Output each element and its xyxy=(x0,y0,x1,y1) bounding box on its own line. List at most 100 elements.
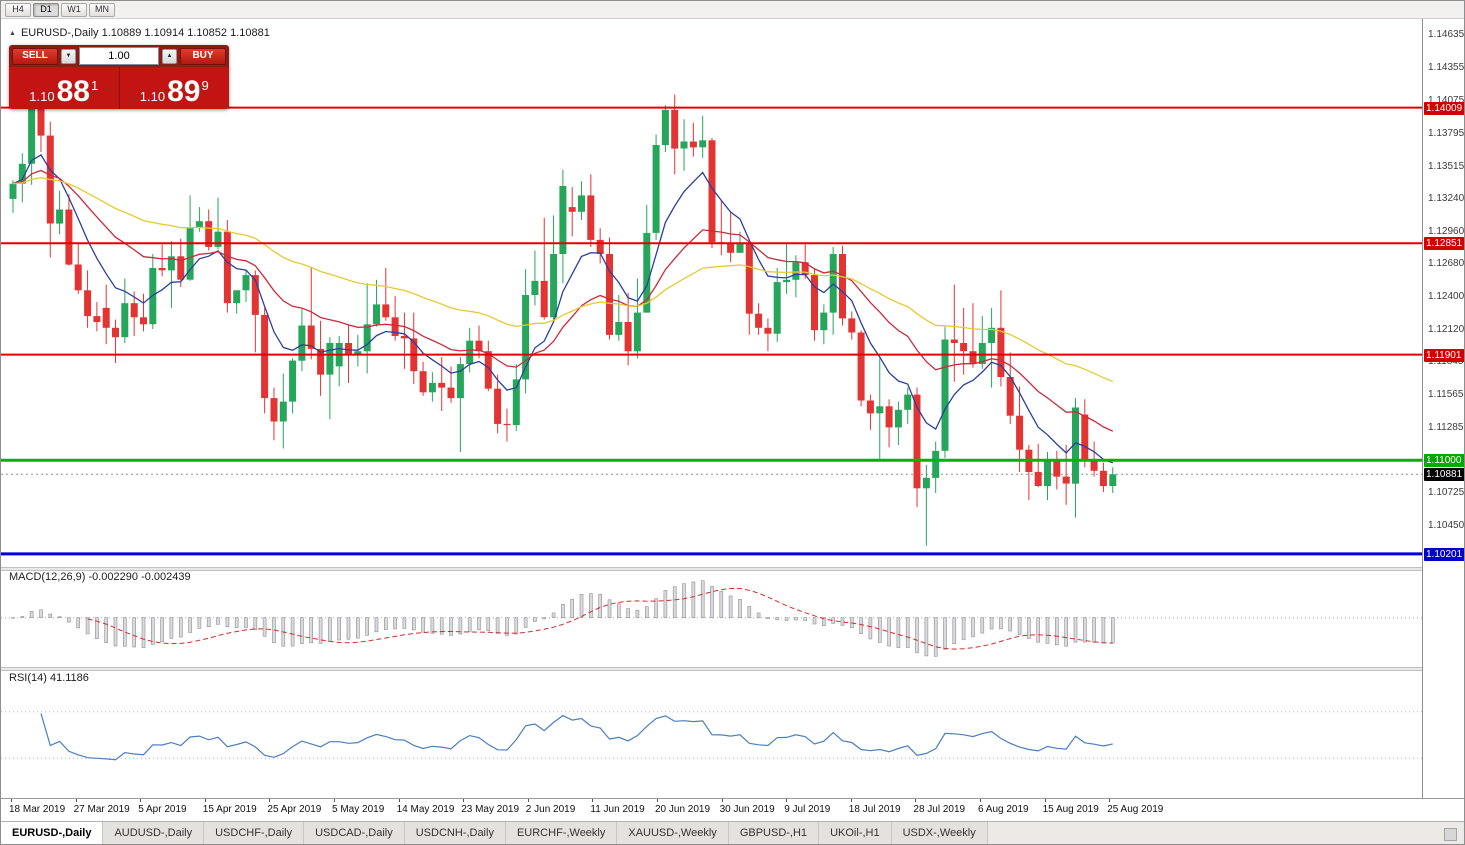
time-tick xyxy=(786,799,788,802)
price-scale-label: 1.13795 xyxy=(1428,127,1465,139)
ask-point: 9 xyxy=(201,78,209,93)
symbol-ohlc-text: EURUSD-,Daily 1.10889 1.10914 1.10852 1.… xyxy=(20,27,270,39)
time-tick xyxy=(1109,799,1111,802)
timeframe-button-w1[interactable]: W1 xyxy=(61,2,87,17)
level-price-label: 1.11000 xyxy=(1424,454,1464,468)
rsi-header: RSI(14) 41.1186 xyxy=(9,672,89,684)
date-label: 20 Jun 2019 xyxy=(655,804,711,815)
timeframe-button-d1[interactable]: D1 xyxy=(33,2,59,17)
volume-decrease-button[interactable]: ▼ xyxy=(61,48,76,64)
date-label: 23 May 2019 xyxy=(461,804,520,815)
price-scale-label: 1.12400 xyxy=(1428,291,1465,303)
price-scale-label: 1.11285 xyxy=(1428,421,1464,433)
time-tick xyxy=(11,799,12,802)
macd-header: MACD(12,26,9) -0.002290 -0.002439 xyxy=(9,571,191,583)
panel-divider[interactable] xyxy=(1,667,1464,671)
date-label: 28 Jul 2019 xyxy=(913,804,966,815)
time-tick xyxy=(980,799,981,802)
date-label: 25 Aug 2019 xyxy=(1107,804,1164,815)
panel-divider[interactable] xyxy=(1,567,1464,571)
price-scale-label: 1.12120 xyxy=(1428,324,1465,335)
price-scale-label: 1.11565 xyxy=(1428,389,1464,400)
time-tick xyxy=(915,799,917,802)
time-tick xyxy=(204,799,206,802)
price-scale-label: 1.10450 xyxy=(1428,519,1465,531)
volume-increase-button[interactable]: ▲ xyxy=(162,48,177,64)
date-label: 11 Jun 2019 xyxy=(590,804,645,815)
date-label: 30 Jun 2019 xyxy=(719,804,775,815)
level-price-label: 1.14009 xyxy=(1424,101,1464,115)
macd-canvas[interactable] xyxy=(1,571,1422,668)
price-scale-label: 1.12960 xyxy=(1428,225,1465,237)
bid-price[interactable]: 1.10 88 1 xyxy=(9,67,119,109)
tab-ukoil-h1[interactable]: UKOil-,H1 xyxy=(819,822,892,844)
bid-ask-display: 1.10 88 1 1.10 89 9 xyxy=(9,67,229,109)
timeframe-toolbar: H4 D1 W1 MN xyxy=(1,1,1464,19)
time-tick xyxy=(75,799,77,802)
time-tick xyxy=(657,799,658,802)
buy-button[interactable]: BUY xyxy=(180,47,226,65)
date-label: 6 Aug 2019 xyxy=(978,804,1029,815)
volume-input[interactable] xyxy=(79,47,159,65)
time-tick xyxy=(850,799,852,802)
time-tick xyxy=(334,799,335,802)
tab-usdcnh-daily[interactable]: USDCNH-,Daily xyxy=(404,822,506,844)
ask-pips: 89 xyxy=(167,75,201,108)
date-label: 14 May 2019 xyxy=(396,804,455,815)
level-price-label: 1.10201 xyxy=(1424,547,1464,561)
sell-button[interactable]: SELL xyxy=(12,47,58,65)
chart-tabs: EURUSD-,Daily AUDUSD-,Daily USDCHF-,Daily U… xyxy=(1,821,1464,844)
tab-gbpusd-h1[interactable]: GBPUSD-,H1 xyxy=(728,822,820,844)
price-scale-label: 1.10725 xyxy=(1428,487,1465,499)
timeframe-button-h4[interactable]: H4 xyxy=(5,2,31,17)
time-tick xyxy=(463,799,465,802)
chart-symbol-ohlc: ▲ EURUSD-,Daily 1.10889 1.10914 1.10852 … xyxy=(9,27,270,39)
tab-usdchf-daily[interactable]: USDCHF-,Daily xyxy=(204,822,305,844)
collapse-marker-icon: ▲ xyxy=(9,29,16,37)
date-label: 2 Jun 2019 xyxy=(525,804,576,815)
price-chart-canvas[interactable] xyxy=(1,19,1422,568)
tab-eurusd-daily[interactable]: EURUSD-,Daily xyxy=(1,822,104,844)
tab-scroll-button[interactable] xyxy=(1444,828,1457,841)
price-scale-label: 1.12680 xyxy=(1428,258,1465,270)
date-label: 18 Mar 2019 xyxy=(9,804,66,815)
time-tick xyxy=(269,799,271,802)
level-price-label: 1.12851 xyxy=(1424,237,1464,251)
rsi-canvas[interactable] xyxy=(1,671,1422,798)
trade-controls-row: SELL ▼ ▲ BUY xyxy=(9,45,229,67)
price-scale-label: 1.13515 xyxy=(1428,160,1465,172)
time-tick xyxy=(527,799,529,802)
ask-big-figure: 1.10 xyxy=(139,89,166,104)
tab-eurchf-weekly[interactable]: EURCHF-,Weekly xyxy=(505,822,618,844)
date-label: 9 Jul 2019 xyxy=(784,804,831,815)
time-tick xyxy=(140,799,142,802)
tab-xauusd-weekly[interactable]: XAUUSD-,Weekly xyxy=(617,822,729,844)
time-axis[interactable]: 18 Mar 2019 27 Mar 2019 5 Apr 2019 15 Apr 2… xyxy=(1,798,1464,821)
tab-usdx-weekly[interactable]: USDX-,Weekly xyxy=(891,822,988,844)
date-label: 25 Apr 2019 xyxy=(267,804,322,815)
bid-point: 1 xyxy=(90,78,99,93)
tab-audusd-daily[interactable]: AUDUSD-,Daily xyxy=(103,822,205,844)
date-label: 15 Aug 2019 xyxy=(1042,804,1099,815)
time-tick xyxy=(592,799,594,802)
date-label: 27 Mar 2019 xyxy=(73,804,130,815)
date-label: 5 Apr 2019 xyxy=(138,804,187,815)
date-label: 18 Jul 2019 xyxy=(848,804,901,815)
price-divider xyxy=(118,67,120,109)
date-label: 5 May 2019 xyxy=(332,804,385,815)
price-scale-label: 1.14075 xyxy=(1428,94,1465,106)
price-scale-label: 1.14635 xyxy=(1428,29,1465,41)
time-tick xyxy=(398,799,400,802)
date-label: 15 Apr 2019 xyxy=(202,804,257,815)
price-scale-label: 1.11845 xyxy=(1428,356,1464,368)
price-scale[interactable]: 1.14635 1.14355 1.14075 1.13795 1.13515 1.132… xyxy=(1422,19,1465,798)
time-tick xyxy=(721,799,723,802)
price-scale-label: 1.14355 xyxy=(1428,62,1465,74)
level-price-label: 1.11901 xyxy=(1424,348,1464,362)
timeframe-button-mn[interactable]: MN xyxy=(89,2,115,17)
bid-big-figure: 1.10 xyxy=(29,89,55,104)
tab-usdcad-daily[interactable]: USDCAD-,Daily xyxy=(304,822,405,844)
ask-price[interactable]: 1.10 89 9 xyxy=(120,67,230,109)
